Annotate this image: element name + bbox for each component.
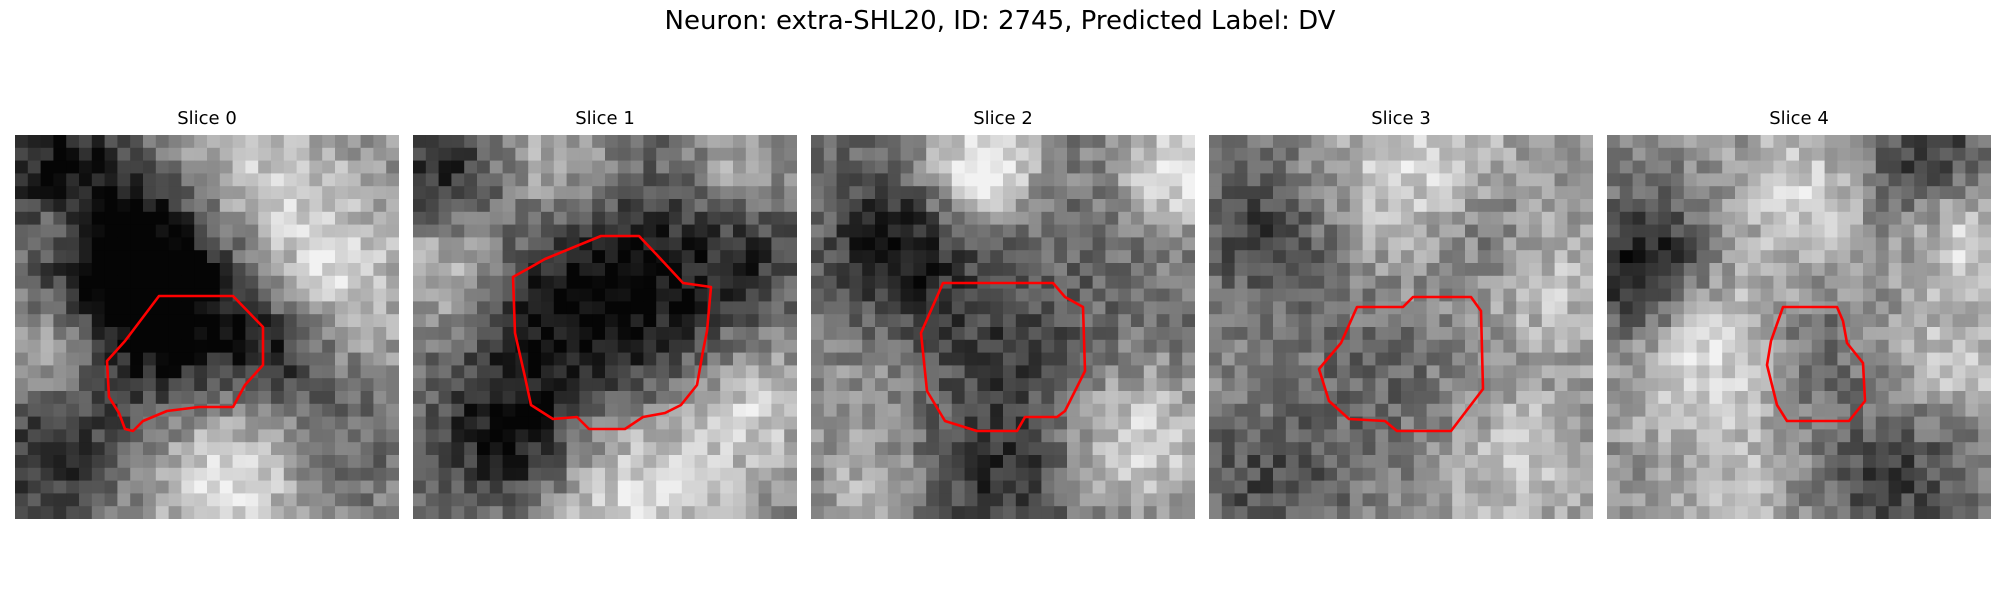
slice-title: Slice 3 bbox=[1371, 108, 1431, 129]
roi-contour bbox=[1317, 295, 1485, 433]
slice-title: Slice 0 bbox=[177, 108, 237, 129]
slice-image bbox=[1607, 135, 1991, 519]
figure-title: Neuron: extra-SHL20, ID: 2745, Predicted… bbox=[664, 6, 1336, 36]
slice-title: Slice 1 bbox=[575, 108, 635, 129]
slice-image bbox=[1209, 135, 1593, 519]
slice-image bbox=[413, 135, 797, 519]
slice-title: Slice 2 bbox=[973, 108, 1033, 129]
roi-contour bbox=[1765, 305, 1867, 423]
slice-title: Slice 4 bbox=[1769, 108, 1829, 129]
roi-contour bbox=[105, 294, 265, 433]
roi-contour bbox=[511, 234, 713, 431]
slice-image bbox=[811, 135, 1195, 519]
slice-image bbox=[15, 135, 399, 519]
roi-contour bbox=[919, 281, 1087, 433]
